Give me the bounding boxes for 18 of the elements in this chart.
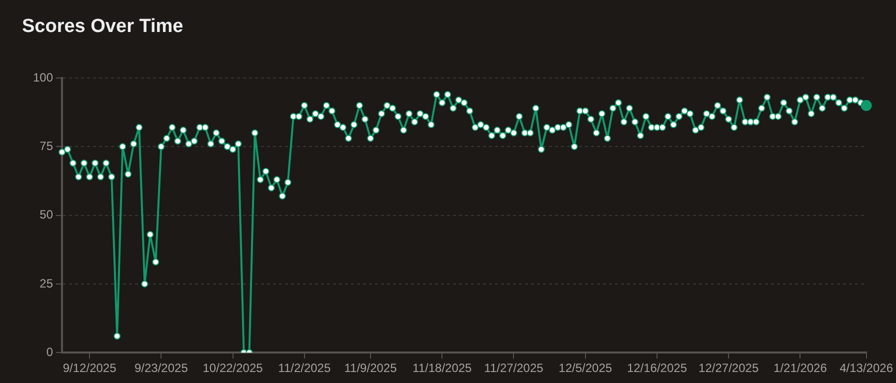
x-tick-label: 12/5/2025 <box>558 361 612 376</box>
x-tick-label: 12/27/2025 <box>698 361 759 376</box>
x-tick-label: 11/9/2025 <box>344 361 398 376</box>
chart-title: Scores Over Time <box>22 16 184 38</box>
x-tick-label: 4/13/2026 <box>840 361 894 376</box>
x-tick-label: 11/18/2025 <box>412 361 472 376</box>
x-tick-label: 12/16/2025 <box>626 361 688 376</box>
x-tick-label: 1/21/2026 <box>774 361 828 376</box>
x-tick-label: 11/2/2025 <box>278 361 331 376</box>
x-tick-label: 10/22/2025 <box>202 361 264 376</box>
y-tick-label: 25 <box>40 276 54 290</box>
x-tick-label: 9/12/2025 <box>62 361 117 376</box>
x-tick-label: 9/23/2025 <box>134 361 188 376</box>
y-tick-label: 0 <box>46 344 54 359</box>
y-tick-label: 75 <box>40 138 54 153</box>
y-tick-label: 100 <box>32 70 54 84</box>
y-tick-label: 50 <box>40 208 54 222</box>
x-tick-label: 11/27/2025 <box>484 361 544 376</box>
